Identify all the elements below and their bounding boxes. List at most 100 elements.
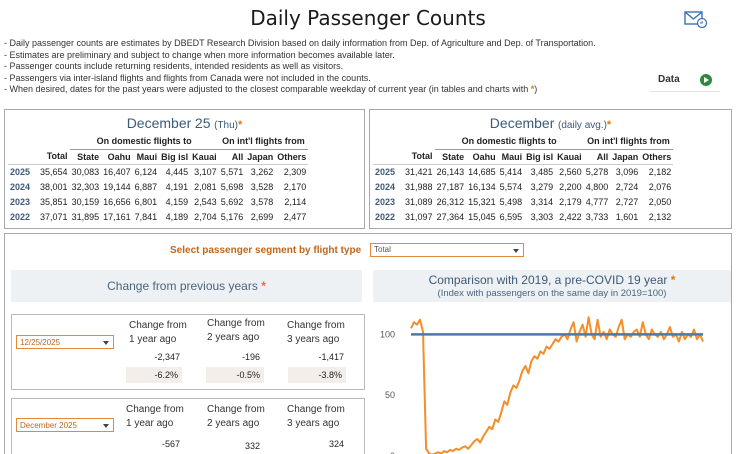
- table-cell: 32,303: [71, 181, 100, 192]
- table-cell: 2,182: [648, 166, 672, 177]
- month-name: December: [489, 115, 555, 131]
- day-change-box: 12/25/2025 Change from 1 year ago Change …: [11, 314, 365, 390]
- table-cell: 3,096: [615, 166, 639, 177]
- day-number: 25: [194, 115, 211, 131]
- data-button-label: Data: [658, 74, 680, 85]
- asterisk-marker: *: [238, 119, 243, 131]
- change-value: 332: [244, 441, 260, 451]
- table-cell: 5,571: [220, 166, 244, 177]
- column-header: Total: [403, 149, 435, 165]
- group-header-domestic: On domestic flights to: [434, 134, 584, 150]
- page-title: Daily Passenger Counts: [250, 6, 486, 30]
- analysis-panel: [4, 233, 732, 454]
- segment-select[interactable]: Total: [370, 243, 524, 257]
- month-panel-title: December (daily avg.)*: [370, 115, 731, 131]
- chevron-down-icon: [513, 249, 519, 253]
- table-cell: 4,189: [165, 211, 189, 222]
- column-header: Maui: [497, 149, 525, 165]
- comparison-chart: 0 50 100: [380, 316, 704, 454]
- column-header: Oahu: [466, 149, 498, 165]
- table-cell: 2,422: [559, 211, 582, 222]
- column-header: Japan: [245, 149, 276, 165]
- table-cell: 2,560: [559, 166, 582, 177]
- note-line: - Estimates are preliminary and subject …: [4, 49, 395, 60]
- table-cell: 3,107: [194, 166, 217, 177]
- month-note: (daily avg.): [558, 120, 607, 131]
- change-column-header: Change from 2 years ago: [207, 318, 265, 343]
- table-row: 2025 35,654 30,083 16,407 6,124 4,445 3,107 5,5…: [8, 164, 308, 179]
- group-header-domestic: On domestic flights to: [69, 134, 219, 150]
- table-cell: 35,654: [40, 166, 68, 177]
- arrow-right-circle-icon: [700, 73, 712, 86]
- day-weekday: (Thu): [214, 120, 239, 131]
- table-cell: 5,698: [220, 181, 244, 192]
- column-header: Big isl: [159, 149, 191, 165]
- table-cell: 31,988: [405, 181, 433, 192]
- comparison-title: Comparison with 2019, a pre-COVID 19 yea…: [428, 273, 676, 287]
- comparison-header: Comparison with 2019, a pre-COVID 19 yea…: [373, 270, 731, 302]
- row-year: 2024: [375, 181, 396, 192]
- change-column-header: Change from 3 years ago: [287, 404, 345, 429]
- table-cell: 1,601: [615, 211, 639, 222]
- y-tick-label: 0: [390, 451, 395, 454]
- column-header: Maui: [132, 149, 160, 165]
- table-cell: 3,262: [250, 166, 274, 177]
- table-cell: 4,800: [585, 181, 609, 192]
- change-column-header: Change from 2 years ago: [207, 404, 265, 429]
- segment-label: Select passenger segment by flight type: [170, 245, 362, 256]
- table-cell: 16,407: [103, 166, 131, 177]
- table-cell: 3,314: [530, 196, 554, 207]
- table-cell: 2,699: [250, 211, 274, 222]
- table-row: 2024 38,001 32,303 19,144 6,887 4,191 2,081 5,6…: [8, 179, 308, 194]
- table-cell: 5,498: [499, 196, 523, 207]
- column-header: Oahu: [101, 149, 133, 165]
- table-row: 2022 37,071 31,895 17,161 7,841 4,189 2,704 5,1…: [8, 209, 308, 224]
- table-cell: 5,278: [585, 166, 609, 177]
- table-cell: 2,076: [648, 181, 672, 192]
- note-text: - When desired, dates for the past years…: [4, 84, 531, 95]
- column-header: Big isl: [524, 149, 556, 165]
- change-value: -567: [161, 439, 180, 449]
- column-header: State: [434, 149, 467, 165]
- row-year: 2023: [10, 196, 31, 207]
- table-cell: 38,001: [40, 181, 68, 192]
- row-year: 2024: [10, 181, 31, 192]
- table-cell: 5,414: [499, 166, 523, 177]
- table-cell: 26,312: [436, 196, 465, 207]
- change-column-header: Change from 1 year ago: [126, 404, 184, 429]
- table-cell: 16,134: [468, 181, 496, 192]
- chevron-down-icon: [103, 341, 109, 345]
- table-cell: 27,187: [436, 181, 465, 192]
- table-cell: 19,144: [103, 181, 131, 192]
- table-cell: 7,841: [134, 211, 158, 222]
- note-line: - Passenger counts include returning res…: [4, 61, 344, 72]
- table-cell: 31,097: [405, 211, 433, 222]
- column-header: Kauai: [555, 149, 584, 165]
- table-cell: 3,485: [530, 166, 554, 177]
- month-dropdown[interactable]: December 2025: [16, 418, 114, 432]
- column-header: Others: [275, 149, 309, 165]
- table-cell: 27,364: [436, 211, 465, 222]
- column-header: State: [69, 149, 102, 165]
- date-dropdown[interactable]: 12/25/2025: [16, 335, 114, 349]
- table-cell: 15,321: [468, 196, 496, 207]
- table-cell: 3,279: [530, 181, 554, 192]
- asterisk-marker: *: [261, 279, 266, 293]
- segment-select-value: Total: [374, 245, 391, 254]
- table-cell: 2,724: [615, 181, 639, 192]
- change-value: -1,417: [318, 352, 344, 362]
- table-cell: 2,050: [648, 196, 672, 207]
- column-header: Total: [38, 149, 70, 165]
- note-line: - Daily passenger counts are estimates b…: [4, 38, 596, 48]
- table-cell: 3,528: [250, 181, 274, 192]
- month-counts-table: On domestic flights to On int'l flights …: [373, 134, 674, 224]
- row-year: 2025: [375, 166, 396, 177]
- data-button[interactable]: Data: [650, 68, 720, 92]
- table-cell: 26,143: [436, 166, 465, 177]
- note-line: - When desired, dates for the past years…: [4, 84, 654, 96]
- day-counts-table: On domestic flights to On int'l flights …: [8, 134, 309, 224]
- table-cell: 2,200: [559, 181, 582, 192]
- table-cell: 37,071: [40, 211, 68, 222]
- day-month: December: [126, 115, 192, 131]
- mail-share-icon[interactable]: [684, 10, 708, 28]
